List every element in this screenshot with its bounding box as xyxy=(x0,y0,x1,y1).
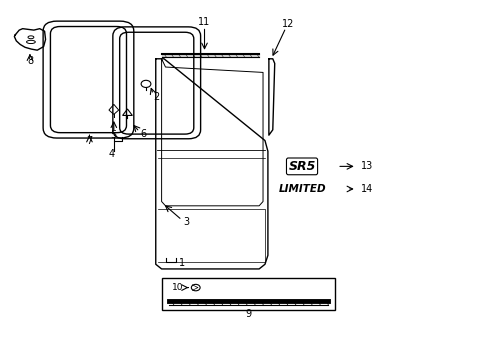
Text: 11: 11 xyxy=(198,17,210,27)
Text: 8: 8 xyxy=(27,56,33,66)
Text: 2: 2 xyxy=(153,92,160,102)
Text: 13: 13 xyxy=(360,161,372,171)
Text: 9: 9 xyxy=(245,310,251,319)
Text: 10: 10 xyxy=(172,283,183,292)
Text: 6: 6 xyxy=(140,129,146,139)
Text: 7: 7 xyxy=(86,136,92,145)
Text: 12: 12 xyxy=(282,19,294,29)
Text: 4: 4 xyxy=(109,149,115,159)
Text: 1: 1 xyxy=(179,258,185,268)
Text: 3: 3 xyxy=(183,217,189,227)
Bar xyxy=(161,278,334,310)
Text: SR5: SR5 xyxy=(288,160,315,173)
Text: 5: 5 xyxy=(109,130,116,140)
Text: 14: 14 xyxy=(360,184,372,194)
Text: LIMITED: LIMITED xyxy=(279,184,326,194)
